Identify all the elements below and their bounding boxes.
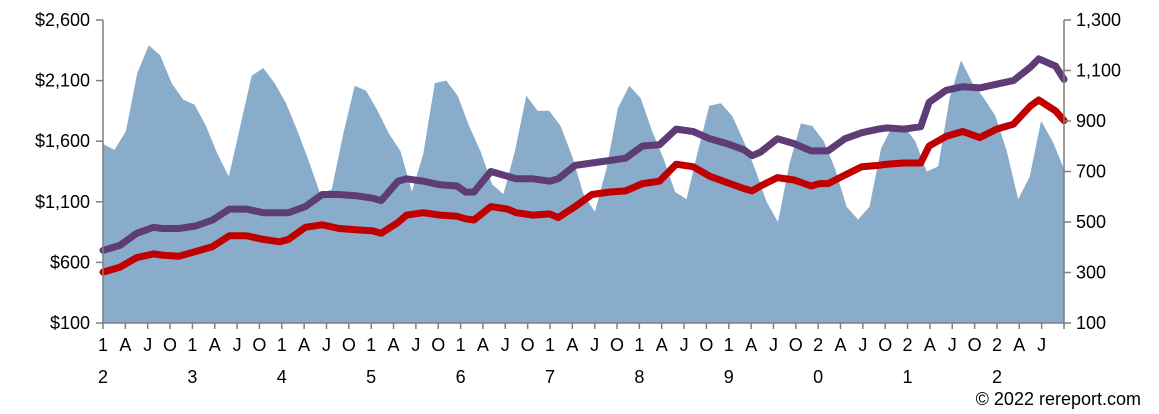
x-tick-label: J <box>590 335 599 355</box>
x-tick-label: J <box>769 335 778 355</box>
left-tick-label: $100 <box>50 313 90 333</box>
x-year-label: 2 <box>98 367 108 387</box>
left-tick-label: $600 <box>50 252 90 272</box>
x-tick-label: J <box>143 335 152 355</box>
x-year-label: 3 <box>187 367 197 387</box>
labels-layer: $100$600$1,100$1,600$2,100$2,60010030050… <box>35 10 1121 387</box>
x-tick-label: J <box>501 335 510 355</box>
left-tick-label: $1,100 <box>35 192 90 212</box>
x-tick-label: J <box>680 335 689 355</box>
x-tick-label: O <box>610 335 624 355</box>
line-series-1 <box>99 55 1068 254</box>
x-tick-label: J <box>411 335 420 355</box>
left-tick-label: $2,100 <box>35 71 90 91</box>
x-tick-label: O <box>342 335 356 355</box>
x-tick-label: A <box>656 335 668 355</box>
x-tick-label: 1 <box>277 335 287 355</box>
x-tick-label: 1 <box>545 335 555 355</box>
x-tick-label: O <box>878 335 892 355</box>
area-layer <box>103 45 1064 324</box>
x-tick-label: A <box>566 335 578 355</box>
x-tick-label: 1 <box>724 335 734 355</box>
x-year-label: 6 <box>456 367 466 387</box>
x-tick-label: 2 <box>903 335 913 355</box>
x-tick-label: J <box>1037 335 1046 355</box>
x-year-label: 5 <box>366 367 376 387</box>
x-tick-label: 1 <box>187 335 197 355</box>
x-tick-label: A <box>1013 335 1025 355</box>
x-year-label: 8 <box>634 367 644 387</box>
left-tick-label: $2,600 <box>35 10 90 30</box>
x-tick-label: 2 <box>813 335 823 355</box>
right-tick-label: 1,100 <box>1076 61 1121 81</box>
x-tick-label: A <box>119 335 131 355</box>
left-tick-label: $1,600 <box>35 131 90 151</box>
x-tick-label: J <box>858 335 867 355</box>
x-tick-label: 1 <box>366 335 376 355</box>
right-tick-label: 500 <box>1076 212 1106 232</box>
x-tick-label: A <box>298 335 310 355</box>
x-tick-label: J <box>322 335 331 355</box>
x-year-label: 1 <box>903 367 913 387</box>
right-tick-label: 1,300 <box>1076 10 1121 30</box>
x-tick-label: O <box>431 335 445 355</box>
axes-layer <box>96 19 1071 329</box>
x-tick-label: O <box>521 335 535 355</box>
area-series-0 <box>103 45 1064 324</box>
x-tick-label: O <box>252 335 266 355</box>
right-tick-label: 300 <box>1076 263 1106 283</box>
line-layer <box>99 55 1068 276</box>
x-tick-label: 1 <box>634 335 644 355</box>
x-tick-label: O <box>163 335 177 355</box>
x-tick-label: J <box>233 335 242 355</box>
x-tick-label: 1 <box>98 335 108 355</box>
x-year-label: 4 <box>277 367 287 387</box>
right-tick-label: 700 <box>1076 162 1106 182</box>
x-year-label: 9 <box>724 367 734 387</box>
x-tick-label: O <box>699 335 713 355</box>
copyright-credit: © 2022 rereport.com <box>975 389 1141 409</box>
x-year-label: 0 <box>813 367 823 387</box>
line-series-2 <box>99 96 1068 276</box>
x-tick-label: A <box>924 335 936 355</box>
x-tick-label: A <box>388 335 400 355</box>
right-tick-label: 100 <box>1076 313 1106 333</box>
x-tick-label: A <box>745 335 757 355</box>
x-tick-label: O <box>789 335 803 355</box>
right-tick-label: 900 <box>1076 111 1106 131</box>
x-tick-label: 2 <box>992 335 1002 355</box>
x-year-label: 7 <box>545 367 555 387</box>
x-tick-label: J <box>948 335 957 355</box>
x-year-label: 2 <box>992 367 1002 387</box>
x-tick-label: A <box>835 335 847 355</box>
x-tick-label: A <box>477 335 489 355</box>
x-tick-label: 1 <box>456 335 466 355</box>
x-tick-label: A <box>209 335 221 355</box>
x-tick-label: O <box>968 335 982 355</box>
